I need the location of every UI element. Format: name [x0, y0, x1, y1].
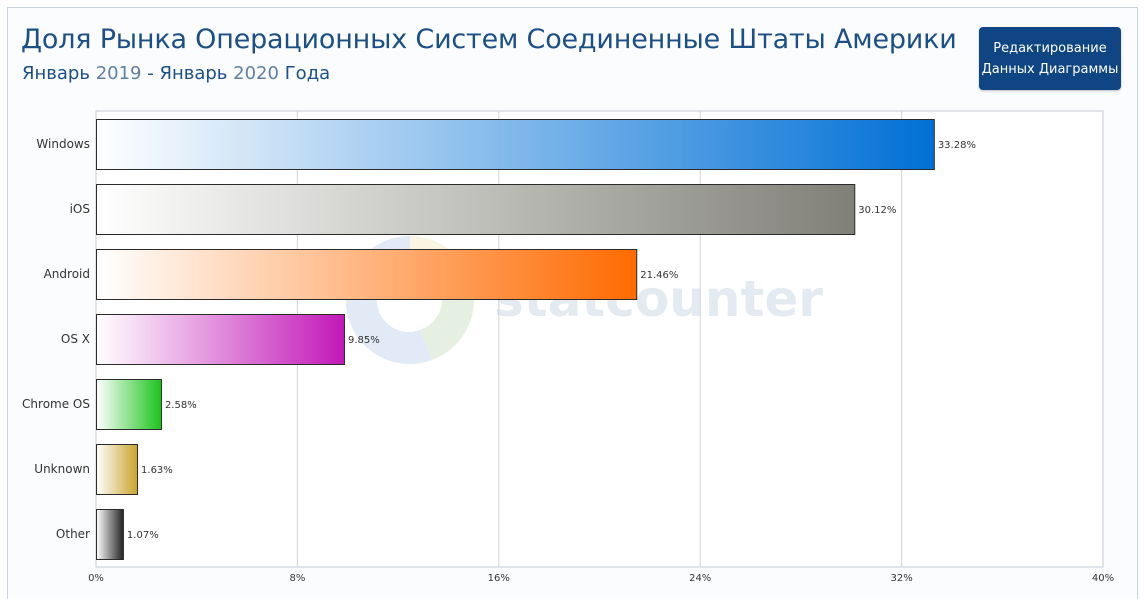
- value-label: 9.85%: [348, 335, 380, 346]
- subtitle-month-end: Январь: [159, 63, 228, 84]
- x-tick-label: 8%: [289, 573, 305, 584]
- bar-os-x[interactable]: [96, 314, 345, 365]
- category-label: Chrome OS: [22, 397, 90, 411]
- category-label: Android: [44, 267, 90, 281]
- chart-subtitle: Январь 2019 - Январь 2020 Года: [22, 63, 330, 84]
- subtitle-month-start: Январь: [22, 63, 90, 84]
- bar-android[interactable]: [96, 249, 638, 300]
- chart-title: Доля Рынка Операционных Систем Соединенн…: [21, 24, 957, 55]
- category-label: OS X: [61, 332, 90, 346]
- edit-button-line1: Редактирование: [993, 40, 1107, 56]
- x-tick-label: 0%: [88, 573, 104, 584]
- value-label: 33.28%: [938, 140, 976, 151]
- bar-unknown[interactable]: [96, 444, 139, 495]
- edit-chart-data-button[interactable]: Редактирование Данных Диаграммы: [979, 27, 1121, 90]
- bar-windows[interactable]: [96, 119, 935, 170]
- x-tick-labels: 0% 8% 16% 24% 32% 40%: [88, 573, 1114, 584]
- value-label: 21.46%: [640, 270, 678, 281]
- category-label: Windows: [36, 137, 90, 151]
- x-tick-label: 24%: [689, 573, 711, 584]
- subtitle-separator: -: [147, 63, 154, 84]
- x-tick-label: 16%: [488, 573, 510, 584]
- value-label: 1.07%: [127, 530, 159, 541]
- edit-button-line2: Данных Диаграммы: [981, 61, 1119, 77]
- bar-chrome-os[interactable]: [96, 379, 162, 430]
- subtitle-suffix: Года: [284, 63, 331, 84]
- category-label: iOS: [70, 202, 90, 216]
- bar-ios[interactable]: [96, 184, 856, 235]
- category-label: Unknown: [34, 462, 90, 476]
- category-labels: Windows iOS Android OS X Chrome OS Unknown Oth…: [22, 137, 90, 541]
- x-tick-label: 40%: [1092, 573, 1114, 584]
- subtitle-year-start: 2019: [95, 63, 142, 84]
- value-label: 1.63%: [141, 465, 173, 476]
- subtitle-year-end: 2020: [233, 63, 279, 84]
- bar-other[interactable]: [96, 509, 124, 560]
- value-labels: 33.28% 30.12% 21.46% 9.85% 2.58% 1.63% 1.07%: [127, 140, 976, 541]
- category-label: Other: [56, 527, 90, 541]
- x-tick-label: 32%: [890, 573, 912, 584]
- bars: [96, 119, 935, 560]
- value-label: 30.12%: [858, 205, 896, 216]
- value-label: 2.58%: [165, 400, 197, 411]
